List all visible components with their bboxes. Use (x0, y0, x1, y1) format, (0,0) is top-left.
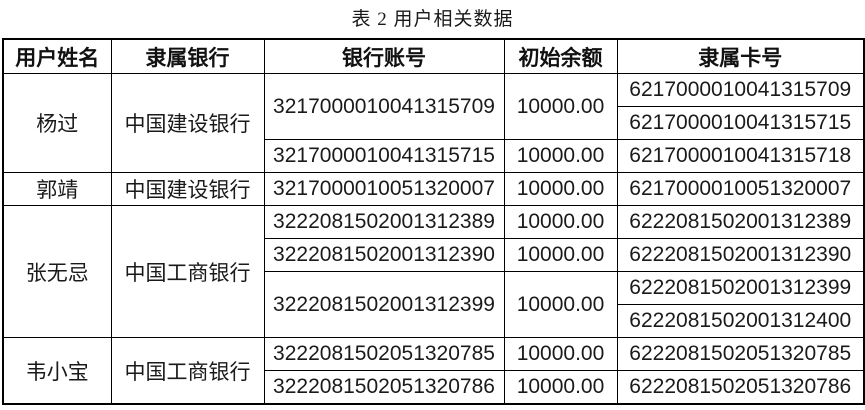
cell-user-name: 韦小宝 (2, 337, 112, 405)
col-header-user-name: 用户姓名 (2, 38, 112, 74)
table-caption: 表 2 用户相关数据 (351, 9, 514, 30)
table-row: 6222081502001312400 (3, 304, 865, 338)
cell-balance: 10000.00 (503, 238, 618, 272)
table-row: 郭靖 中国建设银行 3217000010051320007 10000.00 6… (2, 172, 865, 206)
col-header-card-number: 隶属卡号 (616, 38, 865, 74)
cell-bank-name: 中国建设银行 (110, 73, 265, 173)
cell-balance: 10000.00 (503, 337, 618, 371)
user-data-table: 用户姓名 隶属银行 银行账号 初始余额 隶属卡号 杨过 中国建设银行 32170… (2, 38, 865, 405)
cell-card-number: 6222081502001312400 (616, 304, 865, 338)
cell-card-number: 6217000010051320007 (616, 172, 865, 206)
cell-account-number: 3222081502001312389 (263, 205, 505, 239)
table-row: 韦小宝 中国工商银行 3222081502051320785 10000.00 … (2, 337, 865, 405)
cell-account-number: 3222081502051320785 (263, 337, 505, 371)
cell-card-number: 6217000010041315709 (616, 73, 865, 107)
cell-card-number: 6217000010041315718 (616, 139, 865, 173)
cell-account-number: 3222081502051320786 (263, 370, 505, 405)
cell-account-number: 3222081502001312399 (263, 271, 505, 338)
cell-balance: 10000.00 (503, 73, 618, 140)
cell-bank-name: 中国建设银行 (110, 172, 265, 206)
cell-balance: 10000.00 (503, 139, 618, 173)
cell-card-number: 6222081502051320785 (616, 337, 865, 371)
cell-account-number: 3217000010041315709 (263, 73, 505, 140)
cell-balance: 10000.00 (503, 370, 618, 405)
cell-user-name: 杨过 (2, 73, 112, 173)
cell-account-number: 3217000010051320007 (263, 172, 505, 206)
table-row: 3222081502001312399 10000.00 62220815020… (3, 271, 865, 338)
table-row: 3222081502051320786 10000.00 62220815020… (3, 370, 865, 405)
table-row: 3217000010041315715 10000.00 62170000100… (3, 139, 865, 173)
cell-bank-name: 中国工商银行 (110, 337, 265, 405)
cell-bank-name: 中国工商银行 (110, 205, 265, 338)
cell-card-number: 6222081502001312399 (616, 271, 865, 305)
col-header-bank: 隶属银行 (110, 38, 265, 74)
table-header-row: 用户姓名 隶属银行 银行账号 初始余额 隶属卡号 (2, 38, 865, 74)
cell-account-number: 3217000010041315715 (263, 139, 505, 173)
cell-card-number: 6222081502001312390 (616, 238, 865, 272)
table-row: 6217000010041315715 (3, 106, 865, 140)
cell-account-number: 3222081502001312390 (263, 238, 505, 272)
table-row: 3222081502001312390 10000.00 62220815020… (3, 238, 865, 272)
cell-card-number: 6217000010041315715 (616, 106, 865, 140)
cell-balance: 10000.00 (503, 205, 618, 239)
cell-balance: 10000.00 (503, 172, 618, 206)
cell-card-number: 6222081502001312389 (616, 205, 865, 239)
col-header-account-number: 银行账号 (263, 38, 505, 74)
cell-card-number: 6222081502051320786 (616, 370, 865, 405)
cell-user-name: 郭靖 (2, 172, 112, 206)
col-header-initial-balance: 初始余额 (503, 38, 618, 74)
table-row: 杨过 中国建设银行 3217000010041315709 10000.00 6… (2, 73, 865, 173)
cell-balance: 10000.00 (503, 271, 618, 338)
cell-user-name: 张无忌 (2, 205, 112, 338)
table-row: 张无忌 中国工商银行 3222081502001312389 10000.00 … (2, 205, 865, 338)
